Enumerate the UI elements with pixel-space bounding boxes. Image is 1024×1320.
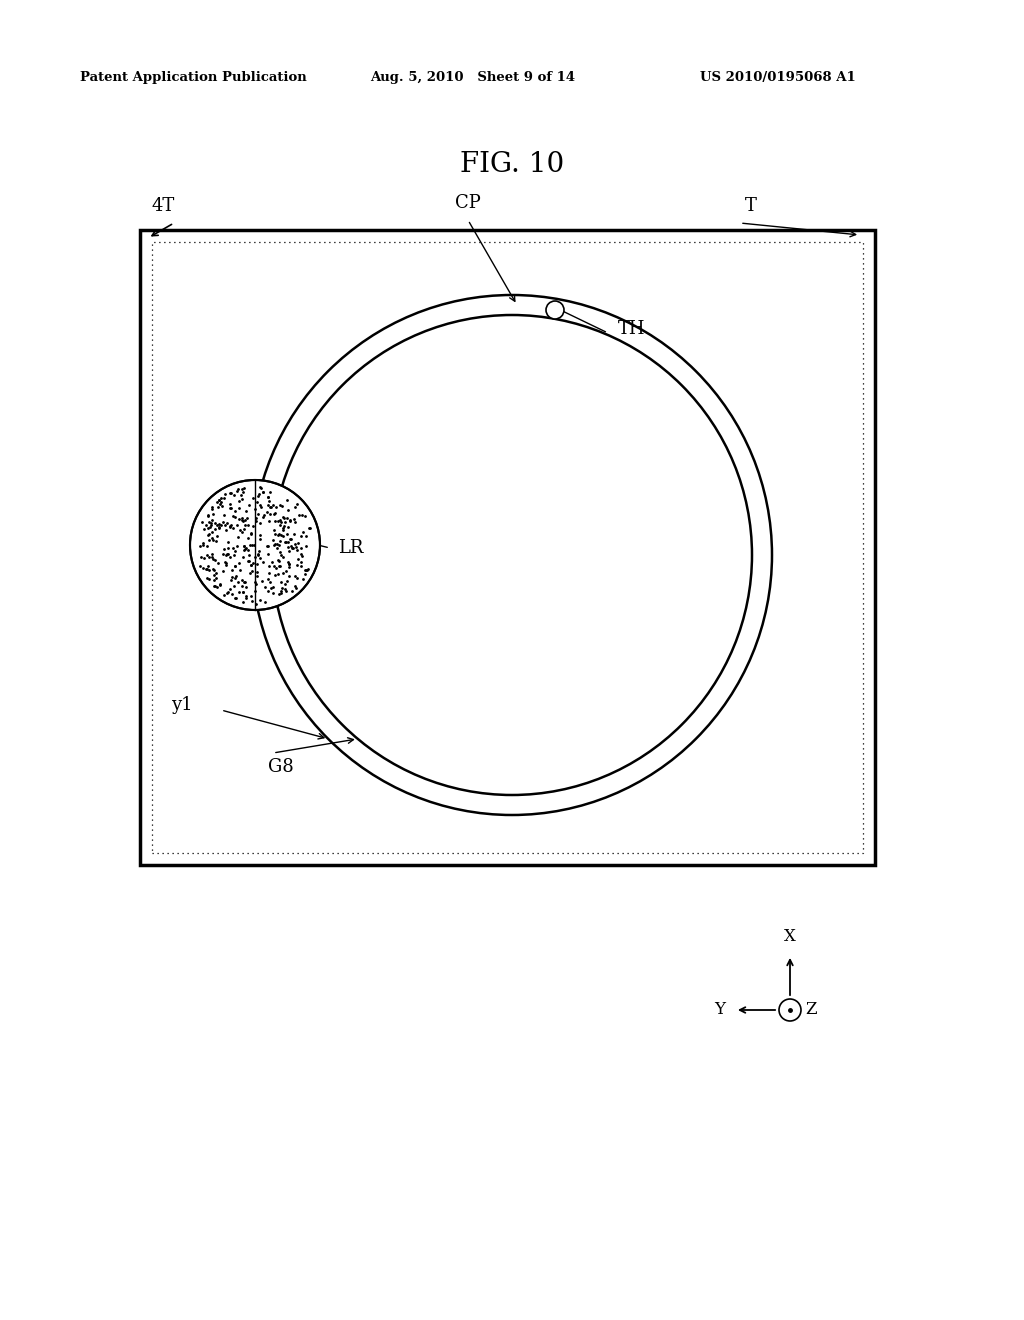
Text: Aug. 5, 2010   Sheet 9 of 14: Aug. 5, 2010 Sheet 9 of 14	[370, 71, 575, 84]
Text: G8: G8	[268, 758, 294, 776]
Text: Patent Application Publication: Patent Application Publication	[80, 71, 307, 84]
Text: TH: TH	[618, 319, 645, 338]
Text: US 2010/0195068 A1: US 2010/0195068 A1	[700, 71, 856, 84]
Text: CP: CP	[455, 194, 481, 213]
Text: Y: Y	[714, 1002, 725, 1019]
Text: FIG. 10: FIG. 10	[460, 152, 564, 178]
Bar	[152, 242, 863, 853]
Text: 4T: 4T	[152, 197, 175, 215]
Text: Z: Z	[805, 1002, 816, 1019]
Text: y1: y1	[171, 696, 193, 714]
Circle shape	[779, 999, 801, 1020]
Text: T: T	[745, 197, 757, 215]
Text: X: X	[784, 928, 796, 945]
Circle shape	[546, 301, 564, 319]
Text: LR: LR	[338, 539, 364, 557]
Circle shape	[190, 480, 319, 610]
Bar	[140, 230, 874, 865]
